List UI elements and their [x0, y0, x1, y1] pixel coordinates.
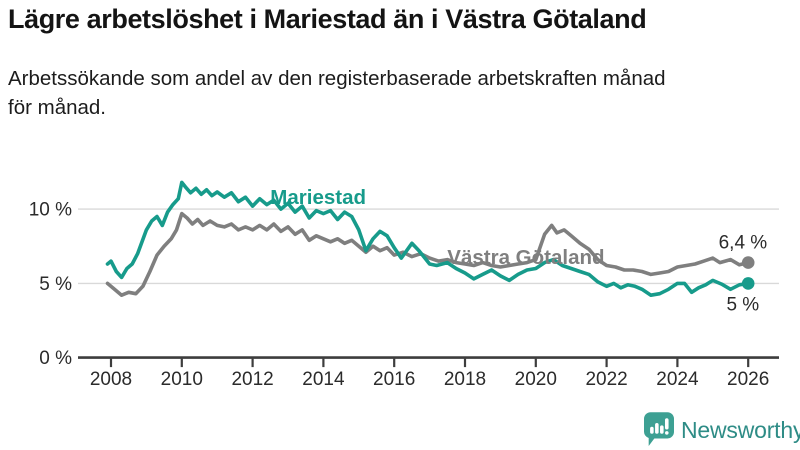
- newsworthy-logo[interactable]: Newsworthy: [644, 412, 800, 448]
- y-tick-label-5: 5 %: [39, 274, 72, 295]
- chart-subtitle: Arbetssökande som andel av den registerb…: [8, 64, 666, 122]
- end-value-label-v-stra-g-taland: 6,4 %: [719, 233, 768, 254]
- x-tick-label-2008: 2008: [90, 369, 132, 390]
- x-tick-label-2012: 2012: [231, 369, 273, 390]
- x-tick-label-2020: 2020: [515, 369, 557, 390]
- chart-title: Lägre arbetslöshet i Mariestad än i Väst…: [8, 4, 647, 34]
- series-label-v-stra-g-taland: Västra Götaland: [447, 246, 604, 269]
- end-dot-v-stra-g-taland: [741, 256, 755, 269]
- end-value-label-mariestad: 5 %: [726, 294, 759, 315]
- subtitle-line-2: för månad.: [8, 96, 106, 119]
- newsworthy-wordmark: Newsworthy: [681, 416, 800, 443]
- x-tick-label-2010: 2010: [161, 369, 203, 390]
- subtitle-line-1: Arbetssökande som andel av den registerb…: [8, 67, 666, 90]
- series-line-v-stra-g-taland: [105, 211, 751, 298]
- x-tick-label-2026: 2026: [727, 369, 769, 390]
- series-line-mariestad: [105, 180, 751, 298]
- x-tick-label-2018: 2018: [444, 369, 486, 390]
- series-label-mariestad: Mariestad: [270, 186, 366, 209]
- y-tick-label-10: 10 %: [29, 200, 72, 221]
- x-tick-label-2014: 2014: [302, 369, 345, 390]
- x-tick-label-2016: 2016: [373, 369, 415, 390]
- x-tick-label-2022: 2022: [585, 369, 627, 390]
- y-tick-label-0: 0 %: [39, 348, 72, 369]
- newsworthy-chart-bubble-icon: [644, 412, 674, 446]
- x-tick-label-2024: 2024: [656, 369, 699, 390]
- end-dot-mariestad: [741, 277, 755, 290]
